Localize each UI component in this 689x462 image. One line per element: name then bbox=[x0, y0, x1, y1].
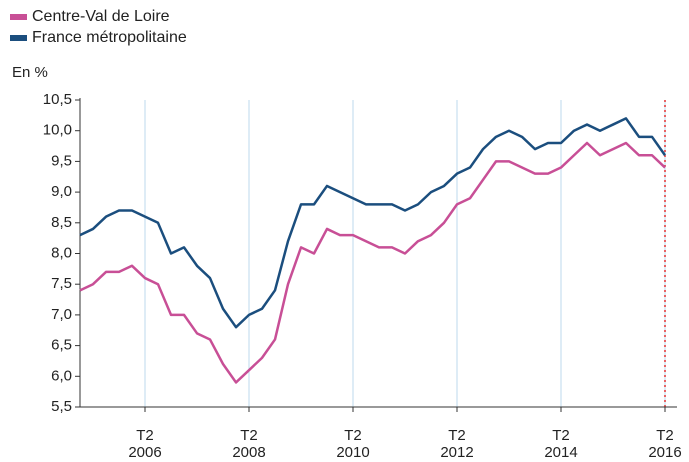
x-tick-label: T2 2012 bbox=[440, 427, 474, 461]
y-tick-label: 8,5 bbox=[51, 214, 72, 231]
legend-label: France métropolitaine bbox=[32, 29, 187, 46]
y-tick-label: 6,5 bbox=[51, 337, 72, 354]
y-tick-label: 5,5 bbox=[51, 398, 72, 415]
x-tick-label: T2 2014 bbox=[544, 427, 578, 461]
line-series bbox=[79, 117, 667, 329]
y-tick-label: 10,0 bbox=[43, 122, 72, 139]
legend-swatch bbox=[10, 14, 27, 20]
line-series bbox=[79, 141, 666, 384]
y-tick-label: 9,0 bbox=[51, 183, 72, 200]
legend-label: Centre-Val de Loire bbox=[32, 8, 170, 25]
y-tick-label: 6,0 bbox=[51, 367, 72, 384]
x-tick-label: T2 2010 bbox=[336, 427, 370, 461]
x-tick-label: T2 2006 bbox=[128, 427, 162, 461]
x-tick-label: T2 2008 bbox=[232, 427, 266, 461]
y-tick-label: 9,5 bbox=[51, 152, 72, 169]
y-tick-label: 10,5 bbox=[43, 91, 72, 108]
y-tick-label: 7,5 bbox=[51, 275, 72, 292]
x-tick-label: T2 2016 bbox=[648, 427, 682, 461]
y-axis-label: En % bbox=[12, 64, 48, 81]
y-tick-label: 7,0 bbox=[51, 306, 72, 323]
y-tick-label: 8,0 bbox=[51, 244, 72, 261]
legend-swatch bbox=[10, 35, 27, 41]
